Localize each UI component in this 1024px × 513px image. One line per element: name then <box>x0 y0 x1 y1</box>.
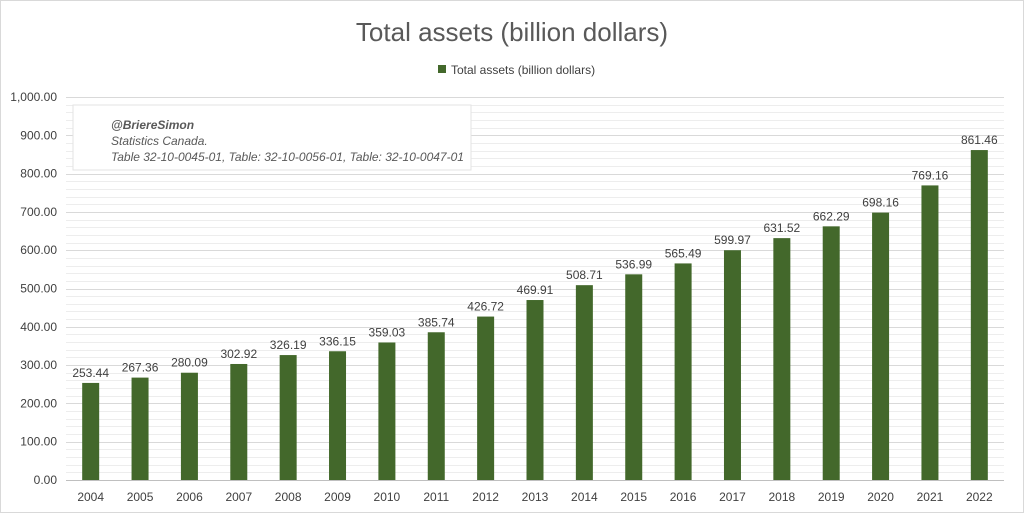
data-label: 302.92 <box>220 347 257 361</box>
data-label: 469.91 <box>517 283 554 297</box>
data-label: 769.16 <box>912 168 949 182</box>
x-tick-label: 2020 <box>867 490 894 504</box>
data-label: 336.15 <box>319 334 356 348</box>
x-tick-label: 2012 <box>472 490 499 504</box>
data-label: 385.74 <box>418 315 455 329</box>
legend-swatch <box>438 65 446 73</box>
data-labels: 253.44 267.36 280.09 302.92 326.19 336.15 359.… <box>72 133 998 380</box>
data-label: 267.36 <box>122 361 159 375</box>
x-tick-label: 2015 <box>620 490 647 504</box>
bar <box>872 212 890 480</box>
annotation-source: Statistics Canada. <box>111 134 208 148</box>
x-tick-label: 2011 <box>423 490 449 504</box>
bar <box>970 150 988 480</box>
y-tick-label: 1,000.00 <box>10 90 57 104</box>
data-label: 508.71 <box>566 268 603 282</box>
bar <box>625 274 643 480</box>
data-label: 662.29 <box>813 209 850 223</box>
y-tick-label: 0.00 <box>34 473 58 487</box>
bar <box>279 355 297 480</box>
bar <box>921 185 939 480</box>
y-tick-label: 200.00 <box>20 396 57 410</box>
x-tick-label: 2013 <box>522 490 549 504</box>
y-tick-label: 900.00 <box>20 128 57 142</box>
data-label: 326.19 <box>270 338 307 352</box>
bar <box>575 285 593 480</box>
data-label: 565.49 <box>665 246 702 260</box>
x-tick-label: 2016 <box>670 490 697 504</box>
y-tick-label: 700.00 <box>20 205 57 219</box>
chart-title: Total assets (billion dollars) <box>356 17 668 47</box>
x-tick-label: 2007 <box>225 490 252 504</box>
y-tick-label: 600.00 <box>20 243 57 257</box>
annotation-box: @BriereSimon Statistics Canada. Table 32… <box>72 104 472 171</box>
bar <box>131 377 149 480</box>
data-label: 426.72 <box>467 300 504 314</box>
data-label: 631.52 <box>763 221 800 235</box>
x-tick-label: 2018 <box>768 490 795 504</box>
annotation-background <box>72 104 472 171</box>
bar <box>822 226 840 480</box>
y-tick-label: 500.00 <box>20 282 57 296</box>
bar <box>378 342 396 480</box>
x-tick-label: 2014 <box>571 490 598 504</box>
x-axis: 2004 2005 2006 2007 2008 2009 2010 2011 2012 2013… <box>66 480 1004 504</box>
x-tick-label: 2017 <box>719 490 746 504</box>
y-tick-label: 800.00 <box>20 167 57 181</box>
data-label: 536.99 <box>615 257 652 271</box>
data-label: 861.46 <box>961 133 998 147</box>
bar <box>180 372 198 480</box>
data-label: 280.09 <box>171 356 208 370</box>
data-label: 253.44 <box>72 366 109 380</box>
bar <box>723 250 741 480</box>
data-label: 359.03 <box>369 325 406 339</box>
data-label: 698.16 <box>862 196 899 210</box>
bar <box>526 300 544 480</box>
x-tick-label: 2006 <box>176 490 203 504</box>
legend: Total assets (billion dollars) <box>438 63 595 77</box>
x-tick-label: 2021 <box>917 490 944 504</box>
y-tick-label: 400.00 <box>20 320 57 334</box>
bar <box>82 382 100 480</box>
bar <box>773 238 791 480</box>
y-tick-label: 100.00 <box>20 435 57 449</box>
bar <box>674 263 692 480</box>
x-tick-label: 2008 <box>275 490 302 504</box>
bar <box>427 332 445 480</box>
legend-label: Total assets (billion dollars) <box>451 63 595 77</box>
x-tick-label: 2004 <box>77 490 104 504</box>
y-axis: 0.00 100.00 200.00 300.00 400.00 500.00 600.00… <box>10 90 57 487</box>
x-tick-label: 2009 <box>324 490 351 504</box>
x-tick-label: 2010 <box>374 490 401 504</box>
data-label: 599.97 <box>714 233 751 247</box>
bar <box>329 351 347 480</box>
x-tick-label: 2005 <box>127 490 154 504</box>
bar <box>230 363 248 480</box>
bars <box>82 150 988 480</box>
x-tick-label: 2019 <box>818 490 845 504</box>
bar <box>477 316 495 480</box>
y-tick-label: 300.00 <box>20 358 57 372</box>
annotation-author: @BriereSimon <box>111 118 194 132</box>
x-tick-label: 2022 <box>966 490 993 504</box>
annotation-tables: Table 32-10-0045-01, Table: 32-10-0056-0… <box>111 150 464 164</box>
